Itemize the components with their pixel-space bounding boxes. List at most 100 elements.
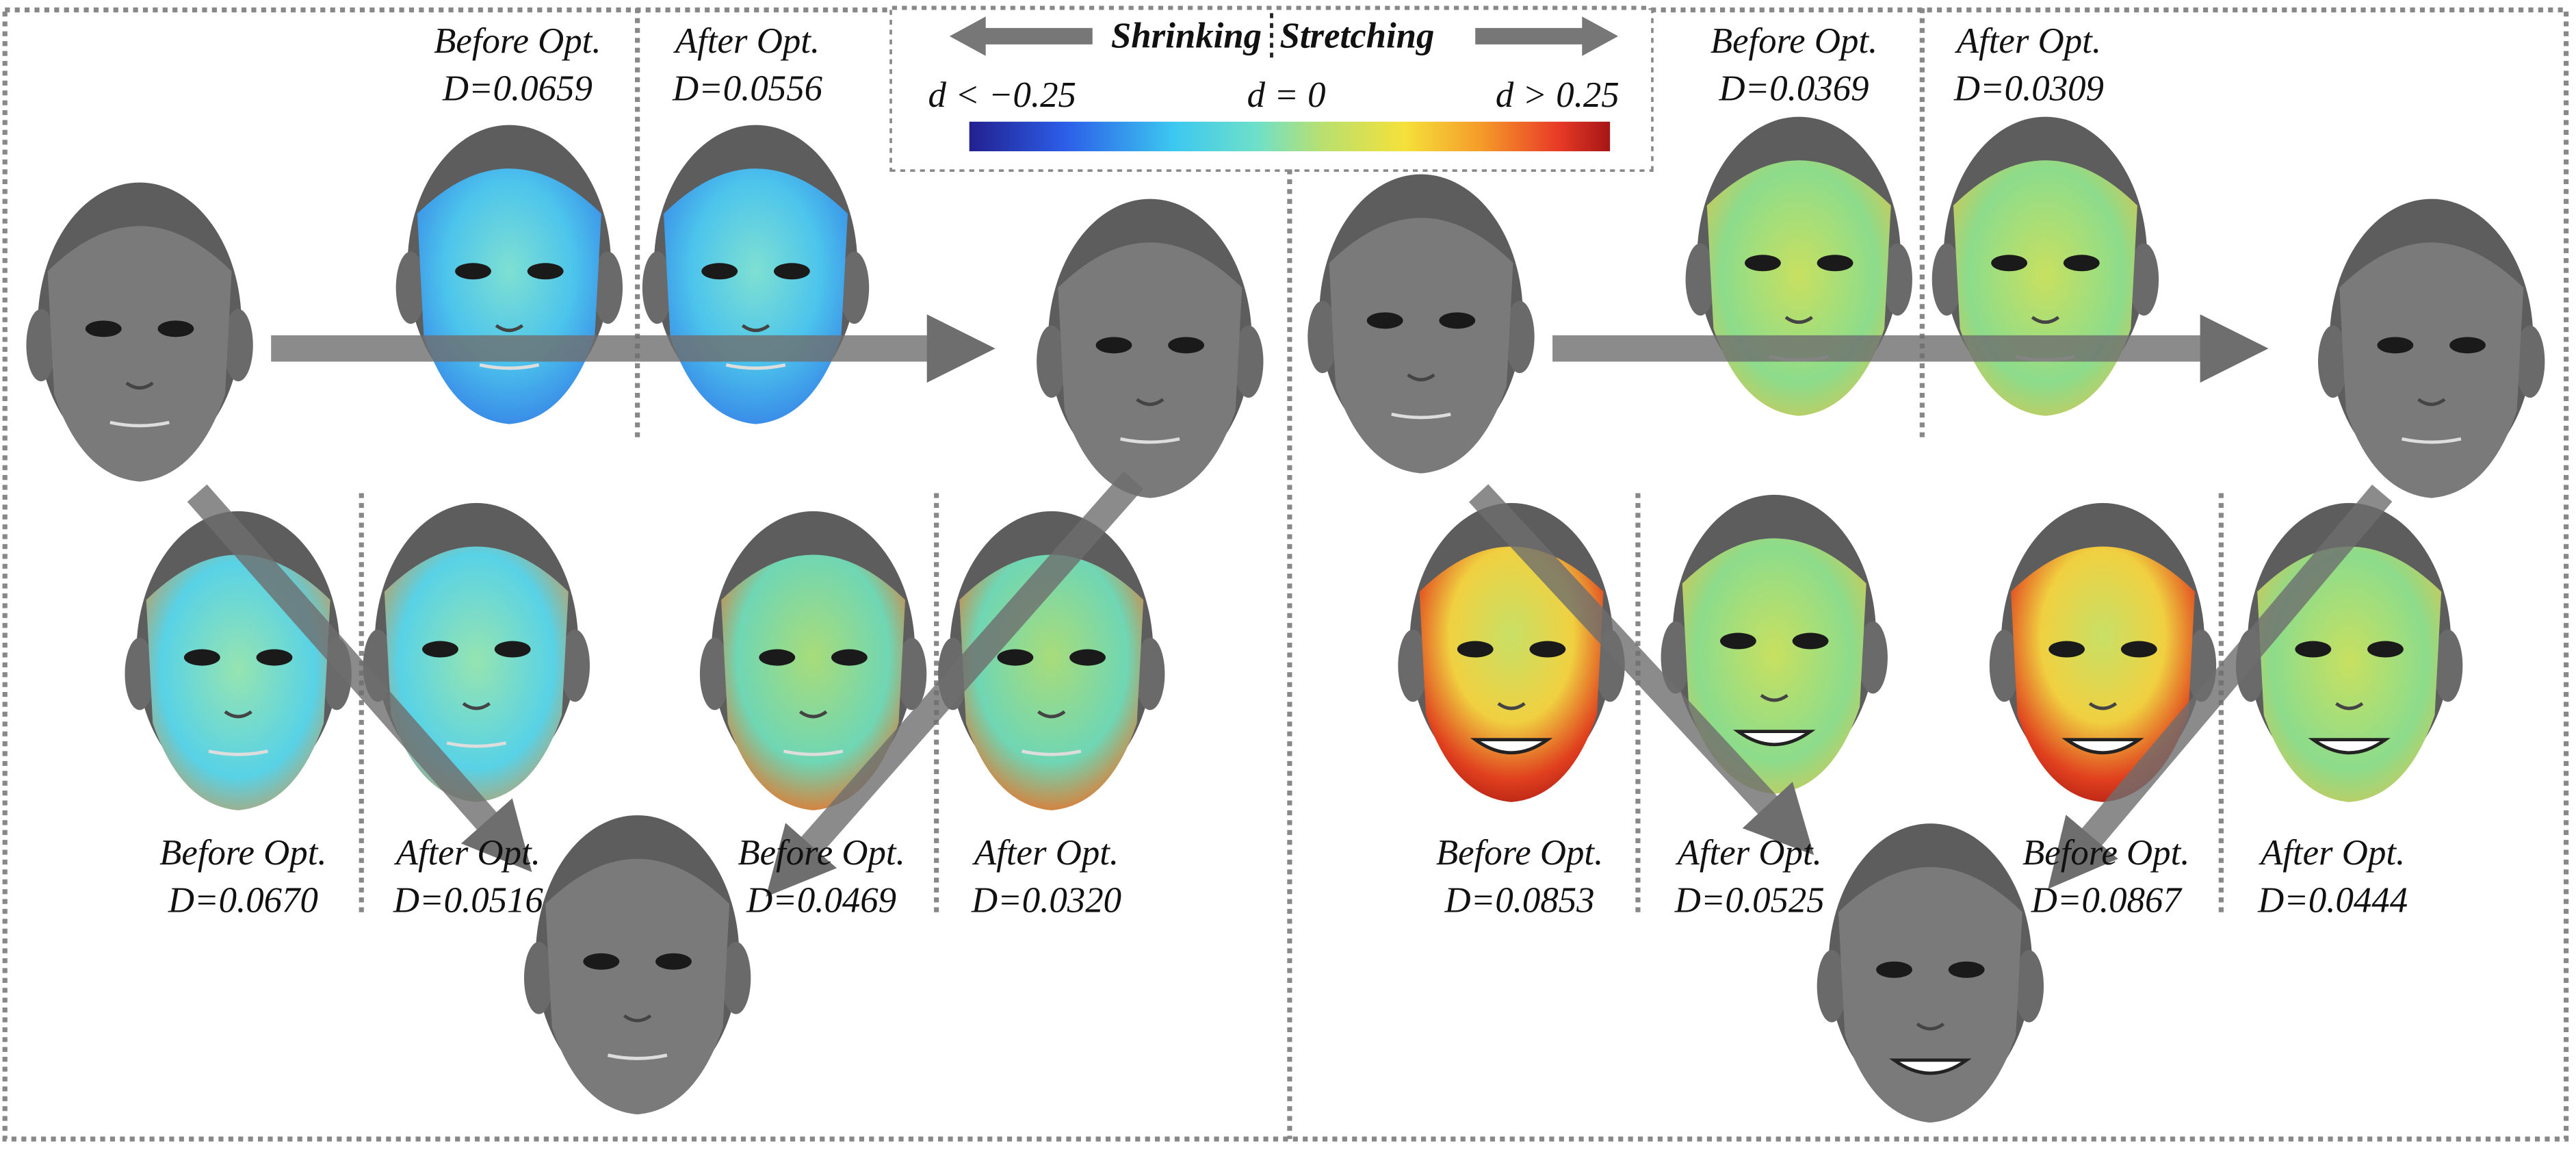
eye (701, 263, 738, 280)
eye (759, 649, 796, 666)
label-metric: D=0.0670 (168, 881, 318, 921)
face (1661, 494, 1888, 794)
ear (1661, 621, 1691, 694)
ear (721, 941, 751, 1014)
nose (1136, 398, 1165, 407)
labels: Before Opt. D=0.0659 After Opt. D=0.0556 Bef… (159, 21, 2408, 921)
nose (1037, 710, 1066, 719)
label-metric: D=0.0659 (442, 69, 593, 109)
face-skin (1838, 867, 2022, 1123)
ear (1931, 243, 1962, 316)
ear (1135, 637, 1165, 710)
nose (224, 710, 252, 719)
ear (523, 941, 554, 1014)
label-title: Before Opt. (2022, 833, 2189, 873)
nose (125, 381, 154, 390)
eye (773, 263, 810, 280)
eye (2120, 641, 2157, 658)
ear (2318, 325, 2348, 398)
mouth (109, 420, 170, 428)
ear (2129, 243, 2159, 316)
pair-separators (359, 8, 2224, 917)
label-metric: D=0.0516 (393, 881, 544, 921)
face-skin (2257, 546, 2442, 802)
legend: Shrinking Stretching d < −0.25 d = 0 d >… (892, 10, 1652, 170)
label-metric: D=0.0309 (1953, 69, 2104, 109)
nose (495, 324, 524, 333)
label-title: After Opt. (1955, 21, 2101, 61)
face-skin (1419, 546, 1604, 802)
face (699, 511, 927, 810)
eye (1720, 632, 1756, 650)
mouth (2401, 437, 2462, 444)
ear (1989, 629, 2020, 702)
face (395, 125, 623, 424)
eye (1439, 312, 1476, 329)
ear (699, 637, 730, 710)
nose (1497, 702, 1526, 710)
label-title: After Opt. (394, 833, 541, 873)
eye (455, 263, 491, 280)
label-title: After Opt. (2259, 833, 2405, 873)
face-skin (1058, 242, 1243, 498)
stretching-label: Stretching (1279, 16, 1434, 56)
label-metric: D=0.0469 (746, 881, 896, 921)
eye (422, 641, 458, 658)
nose (798, 710, 828, 719)
face-skin (2339, 242, 2524, 498)
ear (1505, 300, 1535, 374)
eye (1069, 649, 1106, 666)
face-skin (721, 554, 906, 810)
eye (183, 649, 220, 666)
eye (1991, 255, 2028, 272)
label-metric: D=0.0525 (1674, 881, 1825, 921)
ear (1685, 243, 1715, 316)
nose (1407, 373, 1435, 382)
ear (1398, 629, 1428, 702)
face-skin (959, 554, 1144, 810)
face (1817, 823, 2044, 1123)
nose (1784, 316, 1813, 324)
eye (1792, 632, 1829, 650)
ear (1234, 325, 1264, 398)
ear (642, 251, 673, 324)
mouth (607, 1053, 668, 1060)
eye (655, 953, 692, 970)
nose (1916, 1023, 1944, 1031)
eye (2449, 337, 2486, 354)
ear (2014, 949, 2044, 1023)
min-label: d < −0.25 (928, 75, 1076, 115)
eye (1095, 337, 1132, 354)
eye (157, 320, 194, 337)
eye (1457, 641, 1494, 658)
ear (1037, 325, 1067, 398)
label-title: After Opt. (1676, 833, 1822, 873)
eye (997, 649, 1034, 666)
face (1398, 502, 1625, 802)
mouth (208, 749, 268, 756)
ear (897, 637, 927, 710)
eye (527, 263, 564, 280)
ear (593, 251, 623, 324)
face (363, 502, 590, 802)
eye (1366, 312, 1403, 329)
ear (839, 251, 870, 324)
shrink-arrow (949, 16, 1093, 56)
arrow (766, 471, 1144, 897)
mouth (1120, 437, 1180, 444)
mouth (783, 749, 844, 756)
ear (1817, 949, 1847, 1023)
mouth (1889, 1058, 1972, 1075)
label-title: After Opt. (972, 833, 1119, 873)
max-label: d > 0.25 (1496, 75, 1619, 115)
face-skin (384, 546, 569, 802)
label-metric: D=0.0853 (1444, 881, 1595, 921)
eye (1745, 255, 1781, 272)
face-skin (417, 168, 601, 424)
face (642, 125, 870, 424)
label-title: Before Opt. (738, 833, 905, 873)
eye (2377, 337, 2414, 354)
ear (1858, 621, 1888, 694)
label-metric: D=0.0867 (2031, 881, 2183, 921)
